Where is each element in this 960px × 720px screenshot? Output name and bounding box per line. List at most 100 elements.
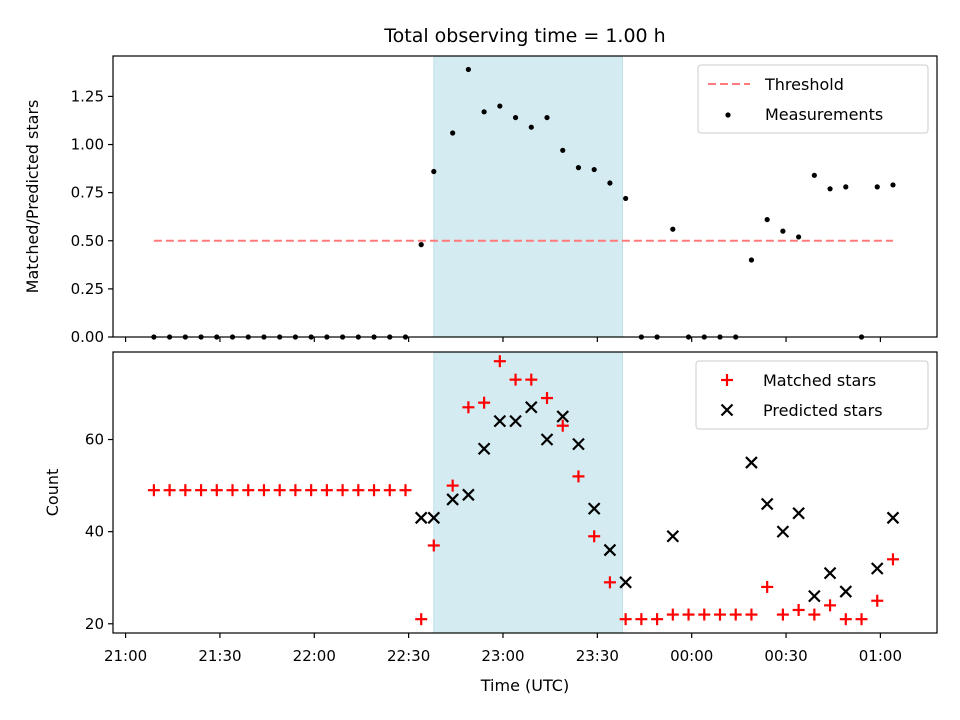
x-tick-label: 21:00 — [104, 647, 147, 665]
measurement-point — [748, 257, 755, 263]
measurement-point — [811, 172, 817, 178]
top-x-axis-ticks — [124, 337, 881, 342]
predicted-star-point — [745, 456, 758, 469]
predicted-star-point — [556, 410, 570, 423]
predicted-star-point — [823, 566, 837, 580]
bottom-y-axis-label: Count — [43, 469, 62, 517]
predicted-star-point — [839, 585, 853, 598]
predicted-star-point — [572, 437, 585, 451]
matched-star-point — [415, 613, 428, 626]
matched-star-point — [305, 484, 318, 497]
matched-star-point — [698, 608, 711, 621]
bottom-axes-frame — [112, 351, 938, 634]
measurement-point — [481, 109, 487, 115]
y-tick-label: 60 — [85, 431, 104, 449]
matched-star-point — [195, 484, 208, 497]
matched-star-point — [603, 576, 616, 589]
measurement-point — [560, 147, 566, 153]
measurement-point — [670, 226, 676, 232]
matched-star-point — [635, 613, 648, 626]
predicted-star-point — [477, 442, 491, 456]
predicted-star-point — [493, 414, 507, 428]
matched-star-point — [572, 470, 585, 483]
matched-star-point — [462, 401, 475, 414]
measurement-point — [874, 184, 880, 190]
matched-star-point — [210, 484, 223, 497]
measurement-point — [497, 103, 503, 109]
measurement-point — [450, 130, 456, 136]
measurement-point — [623, 195, 629, 202]
matched-star-point — [289, 484, 302, 497]
bottom-x-axis-ticks: 21:00 21:30 22:00 22:30 23:00 23:30 00:00 00:30… — [104, 633, 902, 665]
matched-star-point — [556, 419, 569, 432]
predicted-star-point — [446, 493, 459, 506]
x-axis-label: Time (UTC) — [480, 676, 569, 695]
matched-star-point — [427, 539, 440, 552]
matched-star-point — [352, 484, 365, 497]
matched-star-point — [446, 479, 459, 492]
predicted-star-point — [603, 543, 617, 557]
y-tick-label: 1.25 — [71, 87, 104, 105]
y-tick-label: 1.00 — [71, 136, 104, 154]
bottom-y-axis-ticks: 20 40 60 — [85, 431, 113, 633]
legend-matched-swatch — [721, 374, 733, 386]
x-tick-label: 00:00 — [670, 647, 713, 665]
measurement-point — [890, 182, 896, 188]
legend-predicted-label: Predicted stars — [763, 401, 883, 420]
matched-star-point — [493, 355, 506, 368]
matched-star-point — [729, 608, 742, 621]
x-tick-label: 22:00 — [293, 647, 336, 665]
matched-star-point — [478, 396, 491, 409]
predicted-star-point — [587, 502, 601, 515]
measurement-point — [796, 234, 802, 240]
top-axes-frame — [112, 55, 938, 338]
measurement-point — [431, 168, 437, 175]
matched-star-point — [257, 484, 270, 497]
predicted-star-point — [870, 562, 884, 575]
y-tick-label: 20 — [85, 615, 104, 633]
measurement-point — [591, 166, 597, 173]
top-y-axis-label: Matched/Predicted stars — [23, 100, 42, 294]
predicted-star-point — [619, 576, 632, 589]
x-tick-label: 01:00 — [859, 647, 902, 665]
top-legend: Threshold Measurements — [697, 64, 929, 134]
matched-star-point — [682, 608, 695, 621]
measurement-point — [418, 242, 424, 248]
matched-star-point — [619, 613, 632, 626]
y-tick-label: 40 — [85, 523, 104, 541]
matched-star-point — [761, 580, 774, 593]
measurement-point — [528, 124, 534, 130]
legend-plus-mark — [721, 374, 733, 386]
matched-star-point — [886, 553, 899, 566]
matched-star-point — [824, 599, 837, 612]
matched-star-point — [273, 484, 286, 497]
measurement-point — [512, 114, 519, 121]
matched-star-point — [242, 484, 255, 497]
observing-window-shade — [433, 55, 623, 338]
measurement-point — [827, 186, 833, 192]
legend-x-mark — [720, 403, 734, 417]
predicted-star-point — [540, 433, 554, 446]
measurements-panel: 0.00 0.25 0.50 0.75 1.00 1.25 Total observing… — [23, 25, 938, 346]
top-y-axis-ticks: 0.00 0.25 0.50 0.75 1.00 1.25 — [71, 87, 113, 346]
y-tick-label: 0.25 — [71, 280, 104, 298]
legend-measurements-label: Measurements — [765, 105, 883, 124]
bottom-legend: Matched stars Predicted stars — [695, 360, 929, 430]
measurement-point — [843, 184, 849, 190]
measurement-point — [465, 66, 471, 73]
matched-star-point — [666, 608, 679, 621]
predicted-star-point — [462, 488, 475, 502]
matched-star-point — [541, 392, 554, 405]
measurement-point — [544, 114, 550, 121]
measurement-point — [780, 228, 786, 234]
count-points — [147, 355, 900, 626]
counts-panel: 20 40 60 21:00 21:30 22:00 22:30 23:00 23:30 00:… — [43, 351, 938, 695]
matched-star-point — [855, 613, 868, 626]
y-tick-label: 0.75 — [71, 184, 104, 202]
matched-star-point — [336, 484, 349, 497]
legend-threshold-label: Threshold — [764, 75, 844, 94]
matched-star-point — [839, 613, 852, 626]
chart-title: Total observing time = 1.00 h — [383, 25, 665, 47]
matched-star-point — [147, 484, 160, 497]
